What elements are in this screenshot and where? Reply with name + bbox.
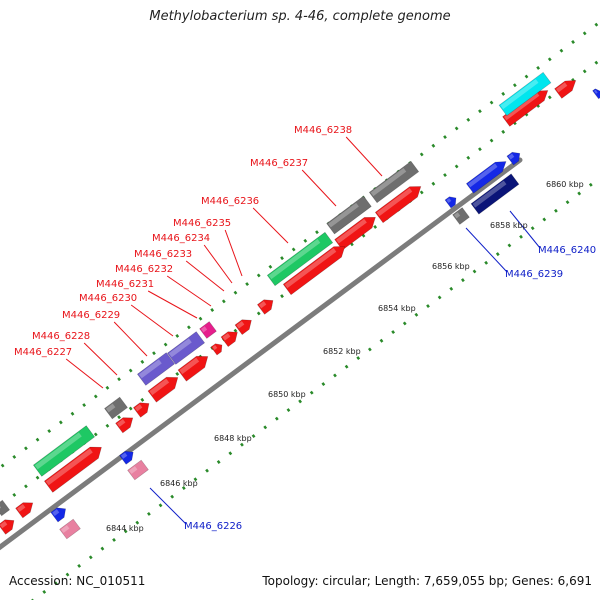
gene-label-reverse: M446_6226 [184,521,242,532]
gene-arrow [115,417,134,434]
gene-arrow [498,71,552,117]
leader-line [224,229,243,277]
gene-arrow [465,161,507,194]
gene-label-forward: M446_6237 [250,158,308,169]
gene-arrow [119,450,134,465]
gene-label-forward: M446_6233 [134,249,192,260]
genome-backbone [0,157,523,551]
gene-label-forward: M446_6234 [152,233,210,244]
gene-arrow [50,507,66,523]
gene-arrow [256,299,274,315]
gene-label-forward: M446_6231 [96,279,154,290]
accession-text: Accession: NC_010511 [9,574,146,588]
leader-line [147,290,198,319]
leader-line [149,487,187,525]
gene-arrow [59,518,81,540]
gene-arrow [210,343,223,356]
gene-label-forward: M446_6228 [32,331,90,342]
gene-arrow [199,321,217,339]
leader-line [465,227,508,273]
tick-label: 6848 kbp [214,434,252,443]
gene-arrow [368,160,420,204]
tick-label: 6858 kbp [490,221,528,230]
gene-arrow [266,231,334,287]
gene-arrow [506,151,521,166]
gene-label-forward: M446_6238 [294,125,352,136]
leader-line [509,210,541,249]
gene-label-forward: M446_6235 [173,218,231,229]
genome-summary: Topology: circular; Length: 7,659,055 bp… [262,574,592,588]
leader-line [252,207,289,244]
gene-arrow [127,459,149,481]
gene-arrow [147,376,179,403]
gene-arrow [104,396,128,420]
tick-label: 6860 kbp [546,180,584,189]
gene-label-reverse: M446_6239 [505,269,563,280]
gene-arrow [374,186,422,224]
leader-line [203,244,233,284]
gene-arrow [554,80,577,99]
tick-label: 6856 kbp [432,262,470,271]
gene-label-forward: M446_6232 [115,264,173,275]
gene-arrow [15,502,34,519]
gene-arrow [43,446,102,493]
leader-line [83,342,118,376]
leader-line [65,358,104,389]
tick-label: 6846 kbp [160,479,198,488]
gene-arrow [234,319,252,336]
gene-arrow [132,402,150,418]
label-callouts: M446_6227 M446_6228 M446_6229 M446_6230 M446… [14,125,596,532]
gene-arrow [177,355,209,382]
gene-arrow [136,352,176,386]
gene-arrow [592,88,600,100]
tick-label: 6850 kbp [268,390,306,399]
leader-line [130,304,174,337]
gene-label-forward: M446_6229 [62,310,120,321]
gene-arrow [282,246,346,296]
gene-arrow [444,196,457,209]
gene-arrow [470,173,520,215]
gene-arrow [0,519,15,535]
leader-line [301,169,337,207]
leader-line [113,321,148,357]
tick-label: 6844 kbp [106,524,144,533]
gene-label-forward: M446_6230 [79,293,137,304]
leader-line [345,136,383,177]
gene-arrow [0,499,11,517]
gene-arrow [32,425,96,477]
tick-labels: 6844 kbp 6846 kbp 6848 kbp 6850 kbp 6852 kbp… [106,180,584,533]
map-title: Methylobacterium sp. 4-46, complete geno… [149,9,451,24]
leader-line [185,260,225,292]
gene-features [0,71,600,540]
tick-label: 6854 kbp [378,304,416,313]
gene-arrow [452,207,470,225]
gene-arrow [166,331,206,365]
gene-label-forward: M446_6236 [201,196,259,207]
gene-label-forward: M446_6227 [14,347,72,358]
tick-label: 6852 kbp [323,347,361,356]
leader-line [166,275,212,307]
gene-label-reverse: M446_6240 [538,245,596,256]
gene-arrow [220,331,238,348]
outer-dotted-line-1 [0,20,600,470]
gene-arrow [326,195,372,235]
